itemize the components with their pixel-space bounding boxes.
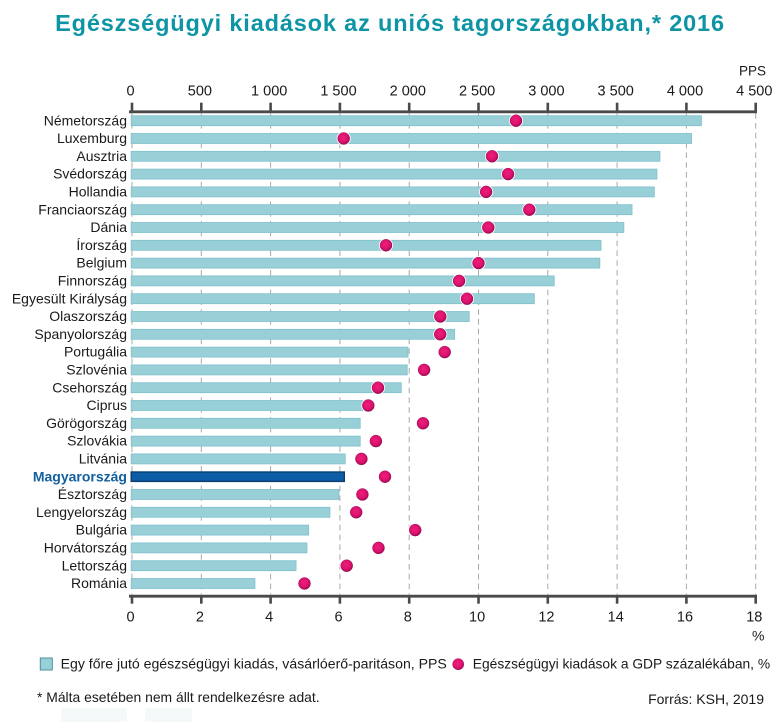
svg-text:Ausztria: Ausztria bbox=[76, 148, 127, 164]
svg-text:Olaszország: Olaszország bbox=[49, 308, 127, 324]
svg-text:Luxemburg: Luxemburg bbox=[57, 130, 127, 146]
svg-text:8: 8 bbox=[404, 609, 412, 625]
svg-text:Csehország: Csehország bbox=[52, 379, 127, 395]
svg-text:Finnország: Finnország bbox=[58, 273, 127, 289]
svg-text:6: 6 bbox=[334, 609, 342, 625]
svg-text:4 500: 4 500 bbox=[736, 83, 772, 99]
svg-text:18: 18 bbox=[746, 609, 762, 625]
svg-text:Egészségügyi kiadások az uniós: Egészségügyi kiadások az uniós tagország… bbox=[55, 10, 725, 36]
svg-text:Észtország: Észtország bbox=[58, 486, 127, 502]
svg-text:Portugália: Portugália bbox=[64, 344, 127, 360]
svg-text:2: 2 bbox=[196, 609, 204, 625]
svg-text:0: 0 bbox=[127, 609, 135, 625]
svg-text:Egyesült Királyság: Egyesült Királyság bbox=[12, 290, 127, 306]
svg-text:Horvátország: Horvátország bbox=[44, 540, 127, 556]
svg-text:4 000: 4 000 bbox=[667, 83, 703, 99]
svg-text:Forrás: KSH, 2019: Forrás: KSH, 2019 bbox=[648, 691, 764, 707]
svg-text:%: % bbox=[752, 628, 764, 644]
svg-text:Svédország: Svédország bbox=[53, 166, 127, 182]
svg-text:Magyarország: Magyarország bbox=[33, 468, 127, 484]
svg-text:Dánia: Dánia bbox=[90, 219, 127, 235]
svg-text:Hollandia: Hollandia bbox=[69, 184, 128, 200]
svg-text:Spanyolország: Spanyolország bbox=[34, 326, 127, 342]
svg-text:Szlovénia: Szlovénia bbox=[66, 362, 127, 378]
svg-text:Litvánia: Litvánia bbox=[79, 451, 127, 467]
svg-text:4: 4 bbox=[265, 609, 273, 625]
svg-text:2 000: 2 000 bbox=[390, 83, 426, 99]
svg-text:12: 12 bbox=[538, 609, 554, 625]
svg-text:16: 16 bbox=[677, 609, 693, 625]
svg-text:10: 10 bbox=[469, 609, 485, 625]
svg-text:2 500: 2 500 bbox=[459, 83, 495, 99]
svg-text:Írország: Írország bbox=[76, 237, 127, 253]
svg-text:* Málta esetében nem állt rend: * Málta esetében nem állt rendelkezésre … bbox=[37, 689, 320, 705]
svg-text:Németország: Németország bbox=[44, 112, 127, 128]
svg-text:Franciaország: Franciaország bbox=[38, 201, 127, 217]
svg-text:Szlovákia: Szlovákia bbox=[67, 433, 127, 449]
svg-text:Egy főre jutó egészségügyi kia: Egy főre jutó egészségügyi kiadás, vásár… bbox=[61, 656, 447, 672]
svg-text:Görögország: Görögország bbox=[46, 415, 127, 431]
svg-text:Lengyelország: Lengyelország bbox=[36, 504, 127, 520]
svg-text:Egészségügyi kiadások a GDP sz: Egészségügyi kiadások a GDP százalékában… bbox=[473, 657, 770, 672]
svg-text:500: 500 bbox=[188, 83, 212, 99]
svg-text:3 500: 3 500 bbox=[598, 83, 634, 99]
svg-text:1 000: 1 000 bbox=[251, 83, 287, 99]
svg-text:Belgium: Belgium bbox=[76, 255, 127, 271]
svg-text:0: 0 bbox=[127, 83, 135, 99]
svg-text:PPS: PPS bbox=[739, 64, 766, 79]
svg-text:Ciprus: Ciprus bbox=[87, 397, 127, 413]
svg-text:1 500: 1 500 bbox=[320, 83, 356, 99]
svg-text:3 000: 3 000 bbox=[528, 83, 564, 99]
svg-text:Bulgária: Bulgária bbox=[76, 522, 128, 538]
svg-text:14: 14 bbox=[608, 609, 624, 625]
svg-text:Románia: Románia bbox=[71, 575, 127, 591]
svg-text:Lettország: Lettország bbox=[62, 557, 127, 573]
